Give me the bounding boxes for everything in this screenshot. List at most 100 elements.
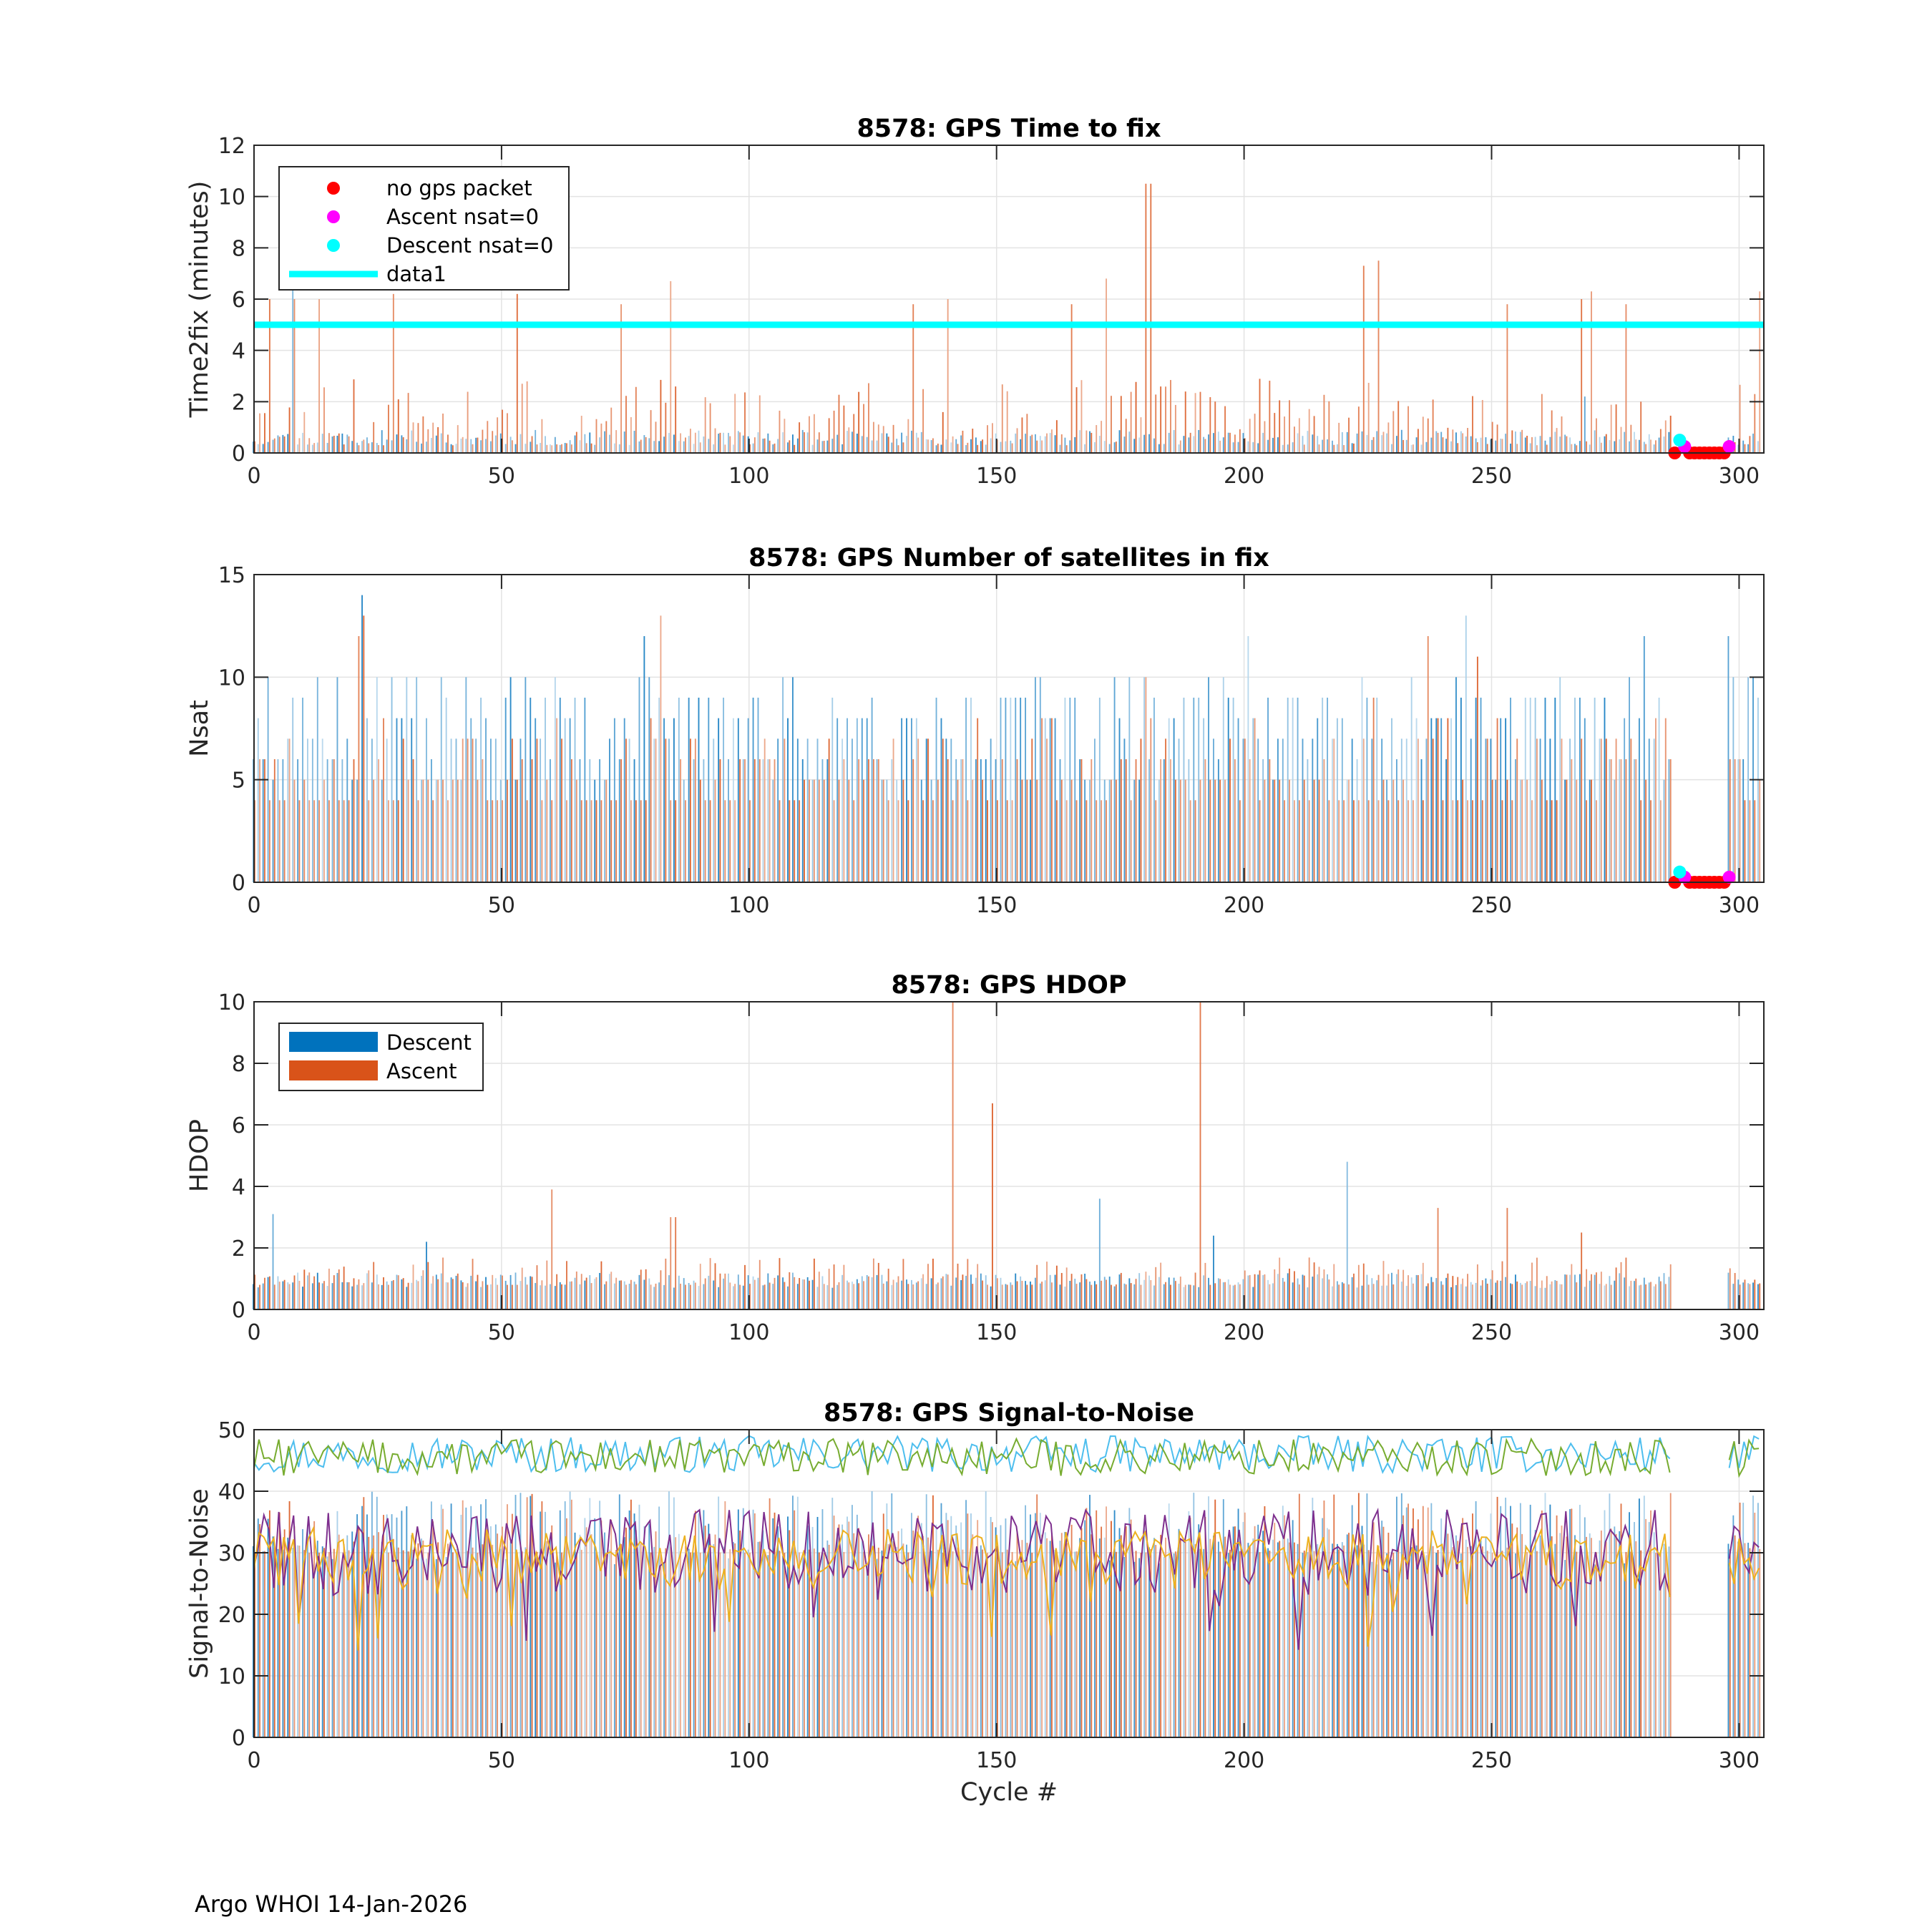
descent-bar — [811, 444, 814, 453]
ascent-bar — [1031, 434, 1033, 453]
ascent-bar — [387, 800, 389, 882]
ascent-bar — [1284, 1282, 1286, 1309]
descent-bar — [653, 441, 655, 453]
ascent-bar — [482, 759, 484, 882]
ascent-bar — [590, 1534, 592, 1737]
ascent-bar — [1541, 1510, 1543, 1737]
descent-bar — [1128, 1508, 1131, 1737]
ascent-bar — [991, 1103, 993, 1309]
descent-bar — [1485, 437, 1487, 453]
descent-bar — [1069, 1281, 1071, 1309]
descent-nsat0-marker — [1673, 434, 1687, 447]
ascent-bar — [996, 1552, 998, 1737]
descent-bar — [970, 439, 972, 453]
ascent-bar — [967, 800, 969, 882]
descent-bar — [1638, 1498, 1640, 1737]
descent-bar — [806, 738, 809, 882]
ascent-bar — [1625, 1257, 1627, 1309]
descent-bar — [535, 1555, 537, 1737]
y-tick-label: 2 — [232, 390, 245, 415]
ascent-bar — [838, 1524, 840, 1737]
ascent-bar — [977, 1520, 979, 1737]
ascent-bar — [1070, 1274, 1073, 1309]
descent-bar — [1307, 1552, 1309, 1737]
descent-bar — [891, 442, 893, 453]
ascent-bar — [1080, 759, 1083, 882]
ascent-bar — [1070, 779, 1073, 882]
descent-bar — [1217, 1278, 1219, 1309]
ascent-bar — [1407, 1275, 1409, 1309]
descent-bar — [1579, 1274, 1581, 1309]
ascent-bar — [927, 1264, 929, 1309]
ascent-bar — [615, 1277, 618, 1309]
descent-bar — [1302, 436, 1304, 453]
ascent-bar — [694, 1282, 696, 1309]
ascent-bar — [1664, 420, 1667, 453]
ascent-bar — [1041, 718, 1043, 882]
descent-bar — [861, 436, 863, 453]
descent-bar — [796, 438, 799, 453]
descent-bar — [460, 438, 462, 453]
descent-bar — [1178, 444, 1180, 453]
descent-bar — [416, 1279, 418, 1309]
x-tick-label: 0 — [247, 1748, 260, 1773]
ascent-bar — [1610, 759, 1612, 882]
descent-bar — [1594, 430, 1596, 453]
descent-bar — [1519, 1282, 1521, 1309]
descent-bar — [1445, 759, 1448, 882]
descent-bar — [485, 1499, 487, 1737]
ascent-bar — [521, 384, 523, 453]
ascent-bar — [917, 1281, 919, 1309]
ascent-bar — [1096, 1510, 1098, 1737]
descent-bar — [886, 779, 888, 882]
ascent-bar — [288, 738, 291, 882]
ascent-bar — [625, 1527, 627, 1737]
descent-bar — [1366, 1274, 1368, 1309]
ascent-bar — [982, 1280, 984, 1309]
descent-bar — [648, 1278, 650, 1309]
descent-bar — [1629, 441, 1631, 453]
descent-bar — [1643, 636, 1645, 882]
ascent-bar — [1160, 1534, 1162, 1737]
ascent-bar — [303, 1269, 306, 1309]
ascent-bar — [1051, 718, 1053, 882]
ascent-bar — [1591, 1538, 1592, 1737]
ascent-bar — [1655, 1552, 1657, 1737]
descent-bar — [920, 779, 922, 882]
descent-bar — [1143, 1279, 1146, 1309]
ascent-bar — [1036, 779, 1038, 882]
ascent-bar — [1011, 1284, 1013, 1309]
ascent-bar — [407, 1282, 409, 1309]
descent-bar — [1257, 738, 1259, 882]
ascent-bar — [338, 1534, 340, 1737]
descent-bar — [559, 698, 561, 882]
x-tick-label: 150 — [976, 464, 1017, 489]
descent-bar — [1015, 1273, 1017, 1309]
ascent-bar — [1353, 443, 1355, 453]
descent-bar — [326, 1556, 328, 1737]
descent-bar — [806, 432, 809, 453]
ascent-bar — [1229, 1549, 1231, 1737]
descent-bar — [564, 442, 566, 453]
descent-bar — [876, 1558, 878, 1737]
ascent-bar — [477, 1274, 479, 1309]
y-axis-label: Signal-to-Noise — [185, 1488, 214, 1679]
ascent-bar — [1140, 417, 1142, 453]
descent-bar — [1020, 1562, 1022, 1737]
ascent-bar — [1551, 410, 1553, 453]
descent-bar — [426, 1241, 427, 1309]
descent-bar — [545, 698, 546, 882]
descent-bar — [852, 431, 853, 453]
ascent-bar — [1664, 718, 1667, 882]
ascent-bar — [1259, 1552, 1261, 1737]
ascent-bar — [1234, 1526, 1236, 1737]
descent-bar — [1609, 1276, 1611, 1309]
descent-bar — [1203, 1275, 1205, 1309]
descent-bar — [1579, 1504, 1581, 1737]
descent-bar — [525, 1277, 527, 1309]
descent-bar — [1336, 718, 1338, 882]
descent-bar — [1400, 429, 1402, 453]
descent-bar — [718, 1496, 720, 1737]
y-axis-label: HDOP — [185, 1119, 214, 1192]
descent-bar — [886, 1281, 888, 1309]
